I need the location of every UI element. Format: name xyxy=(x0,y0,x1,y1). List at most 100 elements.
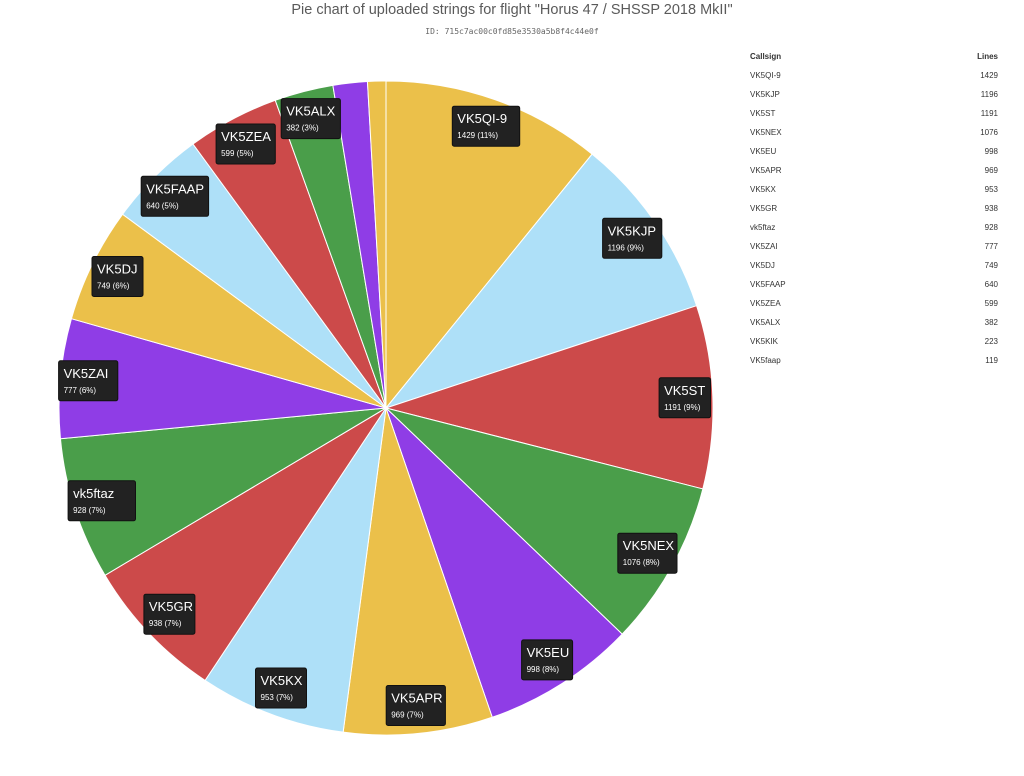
callsign-cell: VK5FAAP xyxy=(750,280,786,289)
callsign-cell: VK5KJP xyxy=(750,90,780,99)
slice-label-box xyxy=(385,685,446,726)
slice-label-box xyxy=(215,123,276,165)
lines-cell: 969 xyxy=(984,166,998,175)
slice-label-box xyxy=(602,217,663,259)
slice-label-name: VK5ZAI xyxy=(64,366,109,381)
callsign-cell: VK5DJ xyxy=(750,261,775,270)
slice-label-value: 640 (5%) xyxy=(146,201,179,210)
slice-label-value: 1076 (8%) xyxy=(623,558,660,567)
table-row: VK5ALX 382 xyxy=(744,313,1004,332)
table-row: VK5QI-9 1429 xyxy=(744,66,1004,85)
slice-label: VK5KX 953 (7%) xyxy=(255,667,307,709)
callsign-cell: VK5APR xyxy=(750,166,782,175)
slice-label: VK5DJ 749 (6%) xyxy=(91,256,144,297)
slice-label-value: 599 (5%) xyxy=(221,149,254,158)
slice-label: VK5ZAI 777 (6%) xyxy=(58,360,119,402)
slice-label-name: vk5ftaz xyxy=(73,486,114,501)
pie-slice-vk5kx[interactable] xyxy=(204,407,387,733)
slice-label: VK5ST 1191 (9%) xyxy=(658,377,711,419)
lines-cell: 223 xyxy=(984,337,998,346)
table-row: VK5faap 119 xyxy=(744,351,1004,370)
slice-label-value: 382 (3%) xyxy=(286,124,319,133)
lines-header[interactable]: Lines xyxy=(977,51,998,61)
table-row: VK5ZAI 777 xyxy=(744,237,1004,256)
lines-cell: 928 xyxy=(984,223,998,232)
chart-subtitle: ID: 715c7ac00c0fd85e3530a5b8f4c44e0f xyxy=(425,27,599,36)
pie-chart: VK5QI-9 1429 (11%) VK5KJP 1196 (9%) VK5ST 119… xyxy=(58,80,714,736)
slice-label-box xyxy=(617,532,678,574)
callsign-cell: vk5ftaz xyxy=(750,223,776,232)
slice-label: VK5ALX 382 (3%) xyxy=(280,98,341,140)
slice-label: VK5GR 938 (7%) xyxy=(143,593,196,635)
callsign-cell: VK5KIK xyxy=(750,337,779,346)
slice-label: vk5ftaz 928 (7%) xyxy=(67,480,136,522)
table-row: VK5ZEA 599 xyxy=(744,294,1004,313)
slice-label-value: 969 (7%) xyxy=(391,711,424,720)
lines-cell: 953 xyxy=(984,185,998,194)
slice-label-name: VK5ALX xyxy=(286,104,335,119)
callsign-cell: VK5ALX xyxy=(750,318,781,327)
slice-label-name: VK5APR xyxy=(391,691,442,706)
slice-label-value: 1196 (9%) xyxy=(608,243,645,252)
slice-label: VK5KJP 1196 (9%) xyxy=(602,217,663,259)
slice-label-name: VK5ZEA xyxy=(221,129,271,144)
slice-label: VK5ZEA 599 (5%) xyxy=(215,123,276,165)
lines-cell: 599 xyxy=(984,299,998,308)
slice-label-name: VK5ST xyxy=(664,383,705,398)
pie-slice-vk5faap[interactable] xyxy=(366,80,387,409)
pie-slice-vk5qi-9[interactable] xyxy=(385,80,593,410)
slice-label-box xyxy=(521,639,574,681)
slice-label-name: VK5NEX xyxy=(623,538,675,553)
table-row: VK5NEX 1076 xyxy=(744,123,1004,142)
table-row: VK5DJ 749 xyxy=(744,256,1004,275)
pie-slice-vk5apr[interactable] xyxy=(342,407,493,736)
lines-cell: 1196 xyxy=(980,90,998,99)
callsign-cell: VK5ZAI xyxy=(750,242,778,251)
slice-label-box xyxy=(451,105,521,147)
callsign-cell: VK5ST xyxy=(750,109,776,118)
slice-label-name: VK5DJ xyxy=(97,262,137,277)
table-header-row: Callsign Lines xyxy=(744,46,1004,66)
lines-cell: 1191 xyxy=(980,109,998,118)
slice-label: VK5EU 998 (8%) xyxy=(521,639,574,681)
table-row: VK5EU 998 xyxy=(744,142,1004,161)
slice-label-name: VK5EU xyxy=(527,645,570,660)
callsign-cell: VK5NEX xyxy=(750,128,782,137)
table-row: VK5KX 953 xyxy=(744,180,1004,199)
slice-label-box xyxy=(143,593,196,635)
lines-cell: 1429 xyxy=(980,71,998,80)
slice-label-name: VK5KX xyxy=(261,673,303,688)
table-row: VK5KJP 1196 xyxy=(744,85,1004,104)
lines-cell: 119 xyxy=(985,356,998,365)
slice-label-value: 998 (8%) xyxy=(527,665,560,674)
lines-cell: 777 xyxy=(984,242,998,251)
lines-cell: 1076 xyxy=(980,128,998,137)
pie-slice-vk5st[interactable] xyxy=(384,305,714,490)
lines-cell: 938 xyxy=(984,204,998,213)
table-row: VK5GR 938 xyxy=(744,199,1004,218)
slice-label-box xyxy=(140,175,210,217)
slice-label-value: 938 (7%) xyxy=(149,619,182,628)
table-row: VK5ST 1191 xyxy=(744,104,1004,123)
callsign-cell: VK5faap xyxy=(750,356,781,365)
slice-label: VK5QI-9 1429 (11%) xyxy=(451,105,521,147)
slice-label-value: 1191 (9%) xyxy=(664,403,701,412)
slice-label-box xyxy=(91,256,144,297)
slice-label-name: VK5FAAP xyxy=(146,181,204,196)
slice-label-box xyxy=(255,667,307,709)
slice-label-box xyxy=(280,98,341,140)
callsign-cell: VK5EU xyxy=(750,147,777,156)
slice-label-value: 777 (6%) xyxy=(64,386,97,395)
callsign-header[interactable]: Callsign xyxy=(750,51,782,61)
slice-label: VK5NEX 1076 (8%) xyxy=(617,532,678,574)
lines-cell: 382 xyxy=(984,318,998,327)
slice-label: VK5FAAP 640 (5%) xyxy=(140,175,210,217)
callsign-cell: VK5GR xyxy=(750,204,778,213)
callsign-cell: VK5QI-9 xyxy=(750,71,781,80)
lines-cell: 998 xyxy=(984,147,998,156)
slice-label-value: 928 (7%) xyxy=(73,506,106,515)
callsign-cell: VK5KX xyxy=(750,185,776,194)
slice-label-name: VK5KJP xyxy=(608,223,656,238)
callsign-cell: VK5ZEA xyxy=(750,299,781,308)
callsign-table: Callsign Lines VK5QI-9 1429 VK5KJP 1196 VK5S… xyxy=(744,46,1004,370)
